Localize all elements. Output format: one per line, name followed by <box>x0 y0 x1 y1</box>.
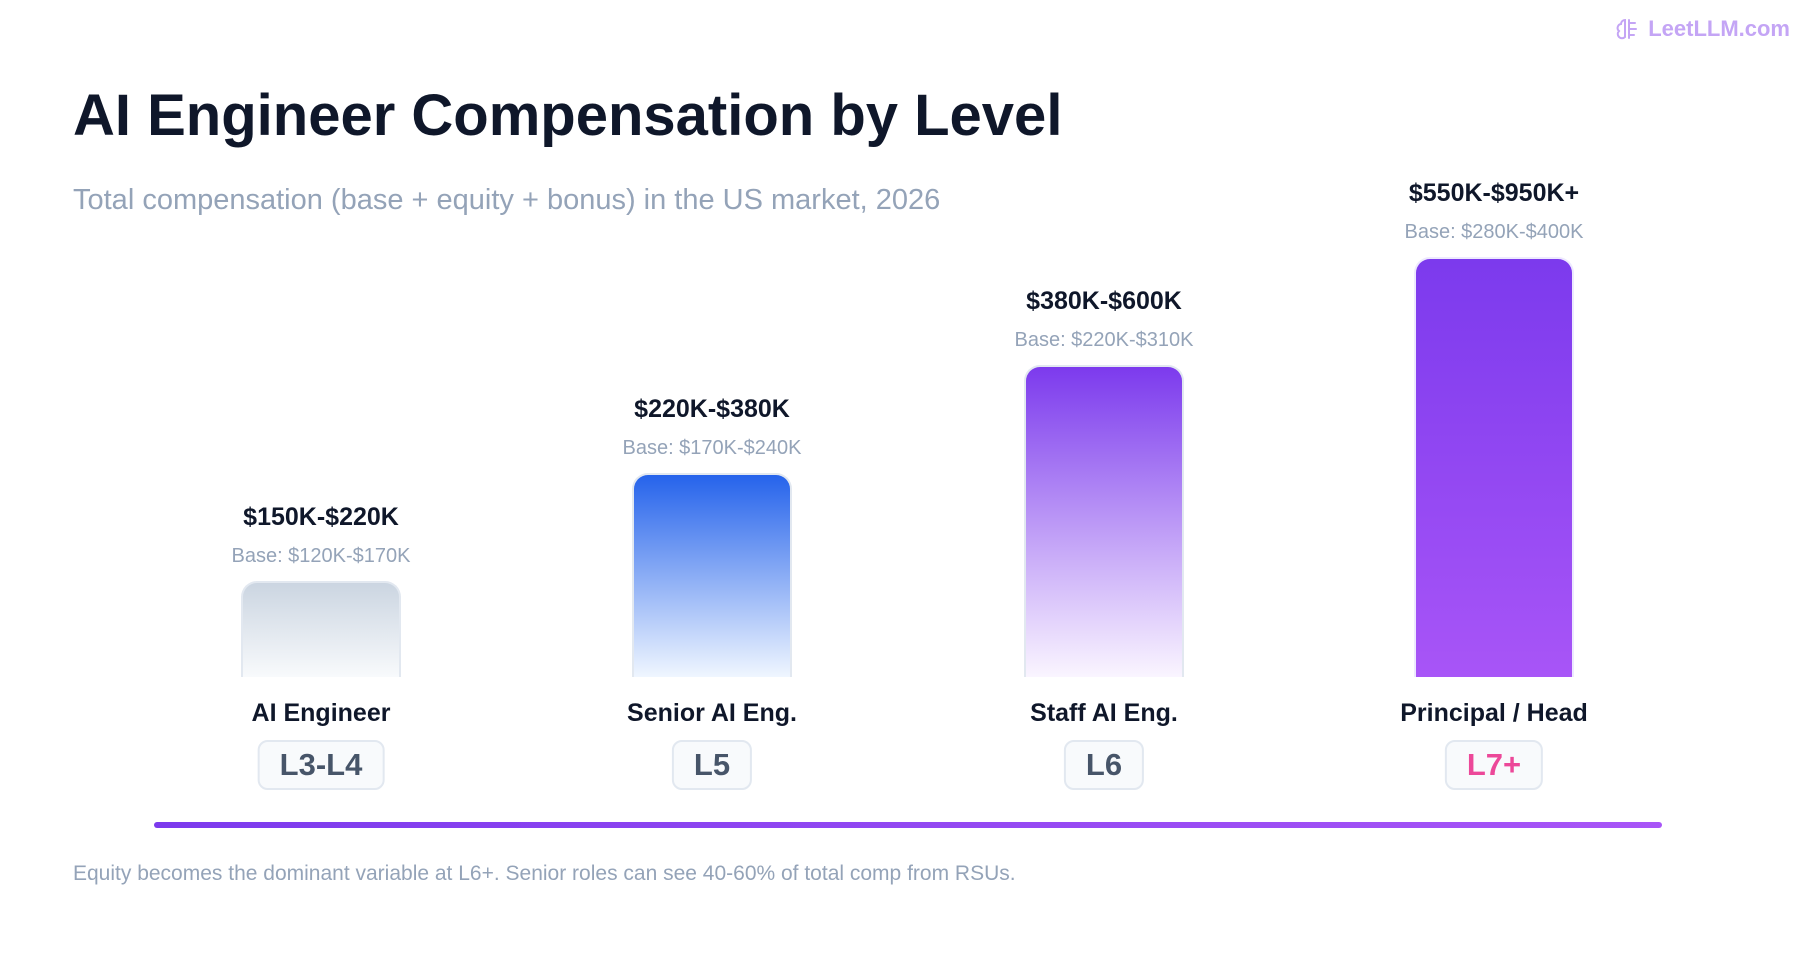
brand: LeetLLM.com <box>1616 16 1790 42</box>
range-label: $550K-$950K+ <box>1408 179 1580 207</box>
role-label: Principal / Head <box>1400 699 1588 727</box>
bar <box>1414 257 1574 677</box>
brand-icon <box>1616 18 1638 40</box>
role-label: Staff AI Eng. <box>1030 699 1178 727</box>
bar <box>241 581 401 677</box>
base-label: Base: $170K-$240K <box>622 437 802 459</box>
range-label: $150K-$220K <box>243 503 399 531</box>
level-badge: L5 <box>671 740 753 790</box>
level-badge: L3-L4 <box>257 740 385 790</box>
bar <box>1024 365 1184 677</box>
role-label: Senior AI Eng. <box>627 699 797 727</box>
base-label: Base: $120K-$170K <box>231 545 411 567</box>
base-label: Base: $280K-$400K <box>1404 221 1584 243</box>
base-label: Base: $220K-$310K <box>1014 329 1194 351</box>
level-badge: L6 <box>1063 740 1145 790</box>
range-label: $380K-$600K <box>1026 287 1182 315</box>
role-label: AI Engineer <box>251 699 391 727</box>
bar <box>632 473 792 677</box>
level-badge: L7+ <box>1444 740 1544 790</box>
brand-text: LeetLLM.com <box>1648 16 1790 41</box>
range-label: $220K-$380K <box>634 395 790 423</box>
divider <box>154 822 1662 828</box>
footnote: Equity becomes the dominant variable at … <box>73 862 1016 885</box>
title: AI Engineer Compensation by Level <box>73 83 1063 148</box>
subtitle: Total compensation (base + equity + bonu… <box>73 184 941 216</box>
